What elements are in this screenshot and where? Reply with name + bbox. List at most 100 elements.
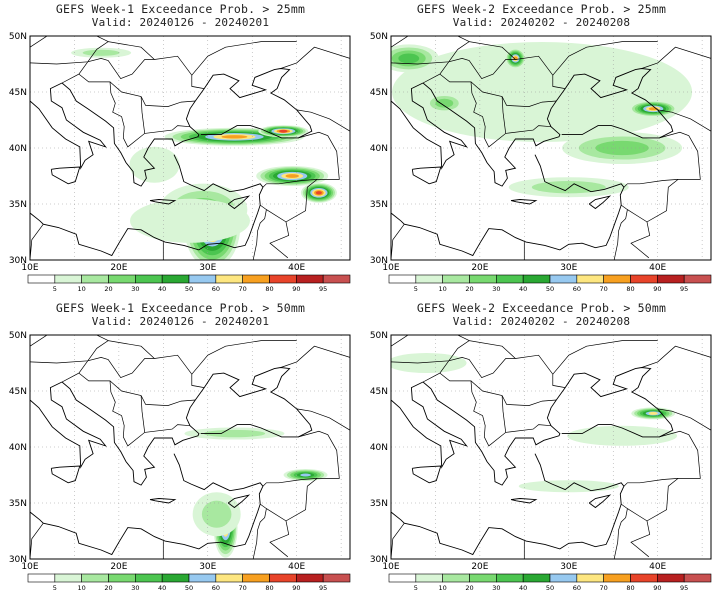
lat-tick-label: 40N: [370, 443, 388, 453]
colorbar-label: 40: [158, 285, 166, 293]
colorbar-swatch: [630, 573, 658, 583]
colorbar-label: 5: [414, 584, 418, 592]
coastline: [588, 494, 612, 509]
colorbar-swatch: [27, 274, 56, 284]
country-border: [501, 96, 507, 134]
prob-contour-5-8: [285, 174, 299, 178]
coastline: [30, 82, 107, 170]
lat-tick-label: 45N: [370, 88, 388, 98]
prob-contour-0-1: [391, 353, 467, 373]
colorbar-swatch: [442, 274, 470, 284]
panel-week1-50mm: GEFS Week-1 Exceedance Prob. > 50mm Vali…: [0, 299, 361, 598]
country-border: [627, 179, 679, 223]
colorbar-label: 20: [465, 584, 473, 592]
lat-tick-label: 40N: [9, 144, 27, 154]
coastline: [411, 166, 442, 185]
coastline: [710, 407, 711, 409]
coastline: [61, 68, 313, 187]
country-border: [391, 41, 516, 65]
lon-tick-label: 40E: [649, 263, 666, 273]
colorbar-label: 20: [104, 285, 112, 293]
colorbar-label: 50: [546, 285, 554, 293]
colorbar-swatch: [161, 573, 190, 583]
colorbar-label: 5: [53, 584, 57, 592]
colorbar-swatch: [657, 274, 685, 284]
lon-tick-label: 30E: [199, 263, 216, 273]
colorbar-label: 40: [158, 584, 166, 592]
country-border: [30, 223, 44, 260]
panel-week2-50mm: GEFS Week-2 Exceedance Prob. > 50mm Vali…: [361, 299, 722, 598]
lat-tick-label: 35N: [370, 200, 388, 210]
colorbar-label: 80: [265, 584, 273, 592]
colorbar-label: 70: [600, 285, 608, 293]
coastline: [149, 498, 177, 504]
colorbar-label: 30: [492, 584, 500, 592]
colorbar-swatch: [322, 573, 351, 583]
map-week2-50mm: 10E 20E 30E 40E 50N 45N 40N 35N 30N 5 10 20 30 40 50 60…: [370, 331, 712, 592]
lat-tick-label: 40N: [9, 443, 27, 453]
probability-field: [184, 427, 328, 558]
coastline: [391, 154, 625, 257]
colorbar-label: 80: [265, 285, 273, 293]
lat-tick-label: 50N: [9, 32, 27, 42]
lon-tick-label: 20E: [471, 263, 488, 273]
colorbar-swatch: [576, 573, 604, 583]
colorbar-label: 10: [78, 285, 86, 293]
prob-contour-2-1: [130, 198, 250, 243]
prob-contour-6-9: [315, 191, 322, 195]
panel-title: GEFS Week-2 Exceedance Prob. > 50mm: [416, 301, 667, 315]
colorbar-swatch: [215, 573, 243, 583]
colorbar-label: 80: [626, 584, 634, 592]
lon-tick-label: 30E: [560, 263, 577, 273]
colorbar-label: 70: [239, 584, 247, 592]
colorbar-label: 40: [519, 584, 527, 592]
panel-title: GEFS Week-2 Exceedance Prob. > 25mm: [416, 2, 667, 16]
colorbar-label: 90: [292, 584, 300, 592]
lat-tick-label: 50N: [370, 32, 388, 42]
colorbar-label: 20: [465, 285, 473, 293]
colorbar-label: 95: [680, 285, 688, 293]
coastline: [30, 154, 264, 257]
lon-tick-label: 40E: [288, 562, 305, 572]
colorbar-swatch: [415, 274, 443, 284]
prob-contour-6-3: [435, 98, 454, 108]
colorbar-label: 5: [53, 285, 57, 293]
colorbar-swatch: [469, 573, 497, 583]
lat-tick-label: 40N: [370, 144, 388, 154]
colorbar-swatch: [108, 573, 136, 583]
colorbar-swatch: [296, 274, 324, 284]
country-border: [109, 81, 196, 107]
panel-week2-25mm: GEFS Week-2 Exceedance Prob. > 25mm Vali…: [361, 0, 722, 299]
colorbar-label: 95: [680, 584, 688, 592]
colorbar-label: 10: [78, 584, 86, 592]
colorbar-swatch: [108, 274, 136, 284]
colorbar-label: 10: [439, 285, 447, 293]
colorbar-swatch: [388, 573, 417, 583]
lat-tick-label: 30N: [370, 555, 388, 565]
lat-tick-label: 45N: [9, 88, 27, 98]
lat-tick-label: 30N: [9, 256, 27, 266]
colorbar-swatch: [496, 274, 524, 284]
coastline: [422, 68, 674, 187]
colorbar-swatch: [388, 274, 417, 284]
prob-contour-2-2: [203, 429, 266, 438]
panel-valid-dates: Valid: 20240202 - 20240208: [452, 315, 631, 328]
colorbar-label: 10: [439, 584, 447, 592]
coastline: [30, 453, 264, 556]
country-border: [109, 380, 196, 406]
lat-tick-label: 30N: [370, 256, 388, 266]
country-border: [78, 372, 191, 447]
lon-tick-label: 20E: [110, 263, 127, 273]
country-border: [262, 430, 340, 487]
coastline: [349, 407, 350, 409]
prob-contour-3-6: [300, 473, 311, 477]
colorbar-swatch: [215, 274, 243, 284]
coastline: [391, 381, 468, 469]
country-border: [296, 109, 350, 132]
colorbar-label: 30: [492, 285, 500, 293]
map-week1-50mm: 10E 20E 30E 40E 50N 45N 40N 35N 30N 5 10 20 30 40 50 60…: [9, 331, 351, 592]
colorbar-swatch: [576, 274, 604, 284]
colorbar-swatch: [54, 274, 82, 284]
country-border: [630, 520, 651, 558]
panel-week1-25mm: GEFS Week-1 Exceedance Prob. > 25mm Vali…: [0, 0, 361, 299]
